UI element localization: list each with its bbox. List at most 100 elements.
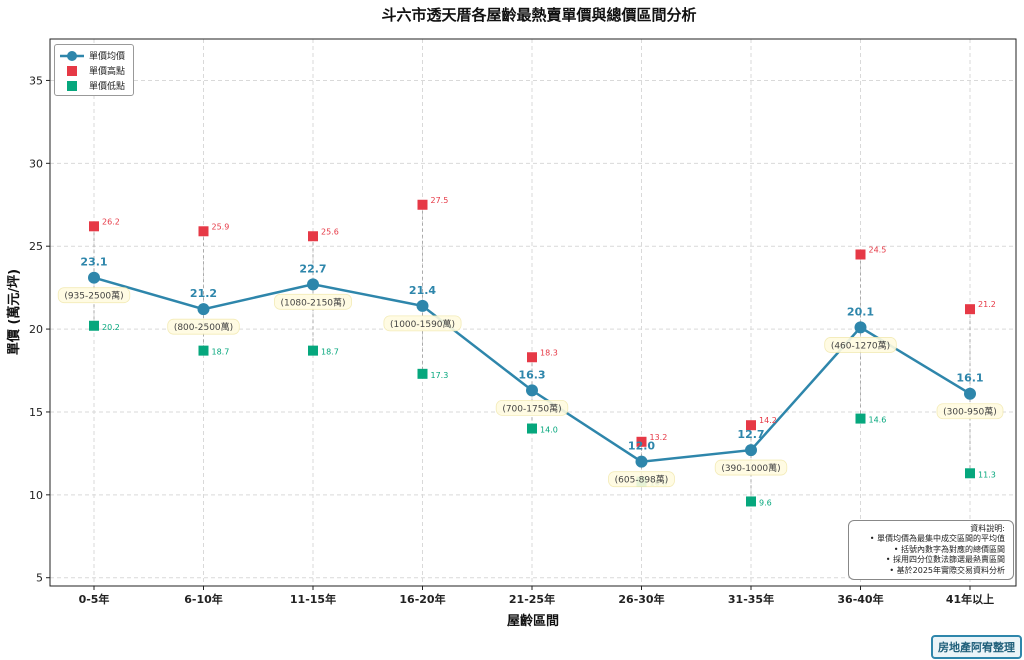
x-axis-label: 屋齡區間 [507,613,559,629]
x-tick-label: 36-40年 [837,592,883,606]
x-tick-label: 6-10年 [184,592,223,606]
notes-line: • 括號內數字為對應的總價區間 [893,544,1005,554]
price-range-box [936,403,1004,420]
series: 26.2 20.2 23.1 (935-2500萬) 25.9 18.7 21.2 (800-… [57,196,1004,507]
low-value-label: 18.7 [212,348,230,357]
x-tick-label: 0-5年 [79,592,110,606]
avg-value-label: 20.1 [847,305,874,318]
legend-item-low: 單價低點 [59,78,129,93]
avg-point [197,303,210,316]
high-value-label: 21.2 [978,300,996,309]
high-value-label: 25.6 [321,227,339,236]
y-tick-label: 15 [29,406,43,419]
price-range-label: (800-2500萬) [174,321,233,333]
price-range-label: (300-950萬) [943,406,997,418]
price-range-label: (460-1270萬) [831,339,890,351]
notes-line: • 採用四分位數法篩選最熱賣區間 [885,555,1005,565]
y-tick-label: 5 [36,572,43,585]
high-point [855,249,866,260]
avg-point [307,278,319,291]
x-tick-label: 16-20年 [399,592,445,606]
avg-value-label: 16.3 [518,368,545,381]
avg-point [745,444,757,457]
low-point [746,496,756,507]
high-point [198,226,209,237]
legend: 單價均價 單價高點 單價低點 [54,44,134,96]
avg-value-label: 23.1 [80,256,107,269]
low-value-label: 9.6 [759,498,772,507]
high-value-label: 25.9 [212,222,230,231]
avg-point [854,321,867,334]
notes-title: 資料說明: [970,524,1005,533]
high-value-label: 27.5 [431,196,449,205]
avg-point [964,387,976,400]
line-marker-icon [59,50,85,62]
price-range-box [273,293,352,310]
avg-value-label: 12.7 [737,428,764,441]
low-value-label: 11.3 [978,470,996,479]
x-tick-label: 26-30年 [618,592,664,606]
y-tick-label: 30 [29,157,43,170]
y-tick-label: 35 [29,74,43,87]
x-tick-label: 21-25年 [509,592,555,606]
low-value-label: 20.2 [102,323,120,332]
high-value-label: 24.5 [869,245,887,254]
legend-item-avg: 單價均價 [59,48,129,63]
legend-item-high: 單價高點 [59,63,129,78]
legend-label-high: 單價高點 [89,67,126,77]
low-value-label: 17.3 [431,371,449,380]
low-point [855,413,866,424]
credit-badge: 房地產阿宥整理 [931,635,1022,659]
high-point [746,420,756,431]
low-point [198,345,209,356]
chart-title: 斗六市透天厝各屋齡最熱賣單價與總價區間分析 [381,6,696,24]
high-point [417,199,428,210]
plot-area [49,38,1017,587]
y-tick-label: 20 [29,323,43,336]
x-tick-label: 11-15年 [290,592,336,606]
price-range-box [495,400,569,416]
price-range-box [383,315,462,332]
low-value-label: 14.6 [869,416,887,425]
legend-label-avg: 單價均價 [89,52,126,62]
price-range-label: (700-1750萬) [502,402,561,414]
low-point [527,423,537,434]
price-range-label: (1080-2150萬) [280,296,345,308]
avg-point [635,455,648,468]
price-range-box [714,459,788,476]
high-point [965,304,975,315]
avg-value-label: 21.2 [190,287,217,300]
avg-point [416,299,429,312]
square-marker-icon [59,65,85,77]
high-point [89,221,99,232]
x-tick-label: 41年以上 [946,592,994,606]
y-tick-label: 10 [29,489,43,502]
low-point [89,320,99,331]
price-range-label: (935-2500萬) [64,290,123,302]
high-value-label: 18.3 [540,348,558,357]
y-axis-label: 單價 (萬元/坪) [6,269,22,355]
legend-label-low: 單價低點 [89,82,126,92]
high-value-label: 14.2 [759,416,777,425]
low-point [417,368,428,379]
low-value-label: 18.7 [321,348,339,357]
price-range-label: (1000-1590萬) [390,318,455,330]
high-point [308,231,318,242]
x-tick-label: 31-35年 [728,592,774,606]
y-axis: 5 10 15 20 25 30 35 [29,74,50,585]
price-range-box [57,287,131,304]
avg-point [526,384,538,397]
notes-box: 資料說明: • 單價均價為最集中成交區間的平均值 • 括號內數字為對應的總價區間… [848,520,1014,580]
price-range-label: (605-898萬) [615,474,669,486]
avg-value-label: 16.1 [956,372,983,385]
notes-line: • 單價均價為最集中成交區間的平均值 [869,534,1005,544]
high-point [636,436,647,447]
price-range-label: (390-1000萬) [721,462,780,474]
x-axis: 0-5年 6-10年 11-15年 16-20年 21-25年 26-30年 31-35年 3… [79,586,994,606]
notes-line: • 基於2025年實際交易資料分析 [889,565,1005,575]
y-tick-label: 25 [29,240,43,253]
square-marker-icon [59,80,85,92]
high-value-label: 13.2 [650,433,668,442]
high-value-label: 26.2 [102,217,120,226]
